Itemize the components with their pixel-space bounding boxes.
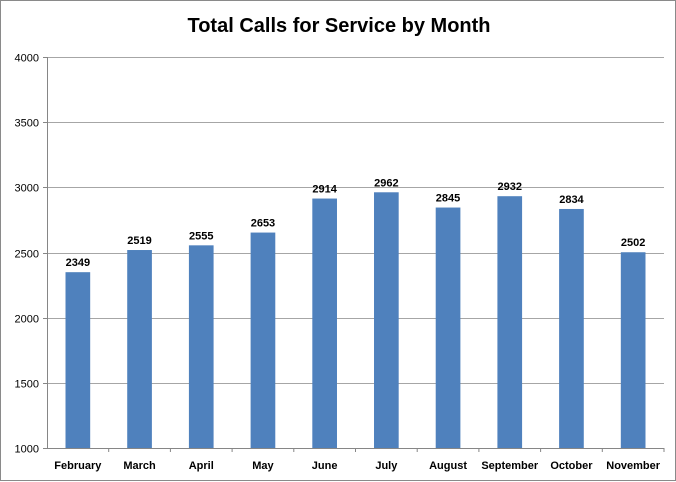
x-tick-label: August (429, 460, 467, 472)
data-label: 2519 (127, 235, 151, 247)
y-tick-label: 1500 (15, 379, 39, 391)
x-tick-label: September (481, 460, 539, 472)
bar (620, 252, 646, 448)
data-label: 2845 (436, 193, 460, 205)
bar (435, 207, 461, 448)
data-label: 2502 (621, 237, 645, 249)
y-tick-label: 2500 (15, 249, 39, 261)
x-tick-label: April (189, 460, 214, 472)
axes (43, 57, 665, 452)
data-label: 2555 (189, 230, 213, 242)
y-tick-label: 1000 (15, 444, 39, 456)
data-label: 2932 (498, 181, 522, 193)
data-label: 2834 (559, 194, 584, 206)
y-tick-label: 4000 (15, 53, 39, 65)
x-tick-label: October (550, 460, 593, 472)
x-tick-label: June (312, 460, 338, 472)
bar (250, 232, 276, 448)
y-tick-label: 3000 (15, 183, 39, 195)
x-tick-label: May (252, 460, 274, 472)
bar (559, 208, 584, 448)
bar (497, 196, 523, 448)
data-label: 2962 (374, 177, 398, 189)
bar (374, 192, 399, 448)
y-tick-label: 2000 (15, 314, 39, 326)
bars (65, 192, 646, 448)
x-tick-label: July (375, 460, 398, 472)
x-tick-label: February (54, 460, 102, 472)
labels: 1000 1500 2000 2500 3000 3500 4000 2349 February… (15, 53, 661, 473)
x-tick-label: November (606, 460, 661, 472)
bar (188, 245, 214, 448)
bar (127, 250, 152, 448)
data-label: 2653 (251, 218, 275, 230)
data-label: 2914 (312, 184, 337, 196)
chart-title: Total Calls for Service by Month (187, 15, 491, 37)
y-tick-label: 3500 (15, 118, 39, 130)
data-label: 2349 (66, 257, 90, 269)
bar (312, 198, 337, 448)
bar (65, 272, 91, 448)
x-tick-label: March (123, 460, 156, 472)
